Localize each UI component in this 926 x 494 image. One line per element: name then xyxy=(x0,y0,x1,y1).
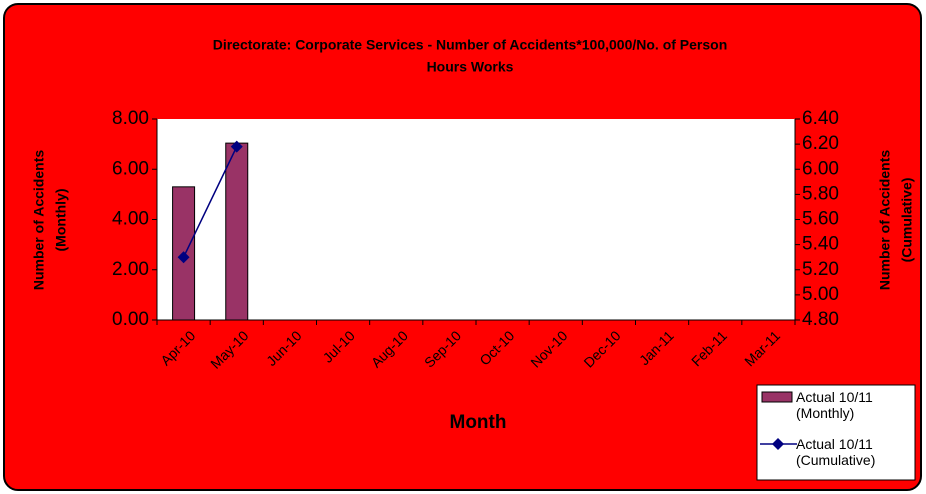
chart-title: Hours Works xyxy=(427,59,514,75)
y-tick-label: 0.00 xyxy=(112,309,149,330)
y2-axis-label-line: Number of Accidents xyxy=(877,150,893,290)
y-tick-label: 2.00 xyxy=(112,259,149,280)
y-tick-label: 6.00 xyxy=(112,158,149,179)
y2-tick-label: 5.20 xyxy=(802,259,839,280)
y2-tick-label: 6.20 xyxy=(802,133,839,154)
line xyxy=(182,146,238,258)
marker xyxy=(230,140,243,153)
y-tick-label: 4.00 xyxy=(112,209,149,230)
marker xyxy=(177,251,190,264)
y2-tick-label: 6.40 xyxy=(802,108,839,129)
y-axis-label-line: Number of Accidents xyxy=(31,150,47,290)
y-axis-label-line: (Monthly) xyxy=(53,189,69,252)
legend-label: Actual 10/11 (Cumulative) xyxy=(796,436,876,468)
bar xyxy=(225,142,249,321)
y2-axis-label-line: (Cumulative) xyxy=(899,178,915,263)
chart-title: Directorate: Corporate Services - Number… xyxy=(213,37,728,53)
y-tick-label: 8.00 xyxy=(112,108,149,129)
plot-area xyxy=(157,119,795,320)
x-axis-label: Month xyxy=(450,412,507,433)
y2-tick-label: 5.40 xyxy=(802,234,839,255)
y2-tick-label: 4.80 xyxy=(802,309,839,330)
legend-label: Actual 10/11 (Monthly) xyxy=(796,389,873,421)
y2-tick-label: 6.00 xyxy=(802,158,839,179)
y2-tick-label: 5.60 xyxy=(802,209,839,230)
legend-swatch xyxy=(761,391,793,403)
y2-axis-label: Number of Accidents (Cumulative) xyxy=(877,150,915,290)
y-axis-label: Number of Accidents (Monthly) xyxy=(31,150,69,290)
y2-tick-label: 5.00 xyxy=(802,284,839,305)
y2-tick-label: 5.80 xyxy=(802,183,839,204)
legend-marker xyxy=(772,438,784,450)
